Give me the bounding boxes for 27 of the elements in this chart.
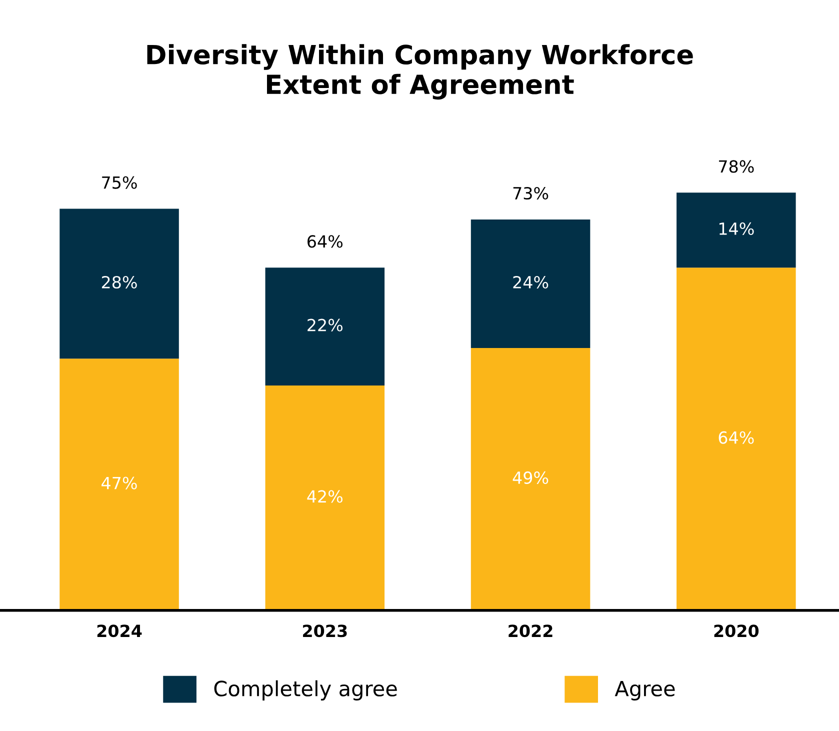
x-tick-label: 2022 — [508, 624, 552, 638]
data-label: 47% — [102, 476, 137, 490]
data-label: 28% — [102, 276, 137, 289]
bar — [60, 358, 179, 610]
bar — [470, 219, 590, 348]
chart-title: Diversity Within Company Workforce Extent of Agreement — [147, 44, 693, 100]
x-tick-label: 2020 — [714, 624, 759, 638]
bar — [265, 385, 385, 610]
bar — [60, 208, 179, 359]
bar — [470, 348, 590, 610]
data-label: 14% — [719, 222, 754, 235]
legend-label: Completely agree — [214, 680, 397, 700]
bar — [676, 192, 796, 268]
total-label: 64% — [308, 235, 343, 248]
total-label: 75% — [102, 176, 137, 189]
bar — [676, 268, 796, 610]
x-tick-label: 2023 — [303, 624, 347, 638]
legend-label: Agree — [614, 680, 675, 700]
total-label: 73% — [513, 186, 548, 200]
data-label: 24% — [513, 276, 548, 289]
x-tick-label: 2024 — [97, 624, 142, 638]
data-label: 22% — [308, 318, 343, 332]
total-label: 78% — [719, 160, 754, 173]
data-label: 49% — [512, 471, 548, 484]
data-label: 64% — [718, 431, 754, 444]
data-label: 42% — [307, 490, 343, 503]
bar — [265, 268, 385, 386]
